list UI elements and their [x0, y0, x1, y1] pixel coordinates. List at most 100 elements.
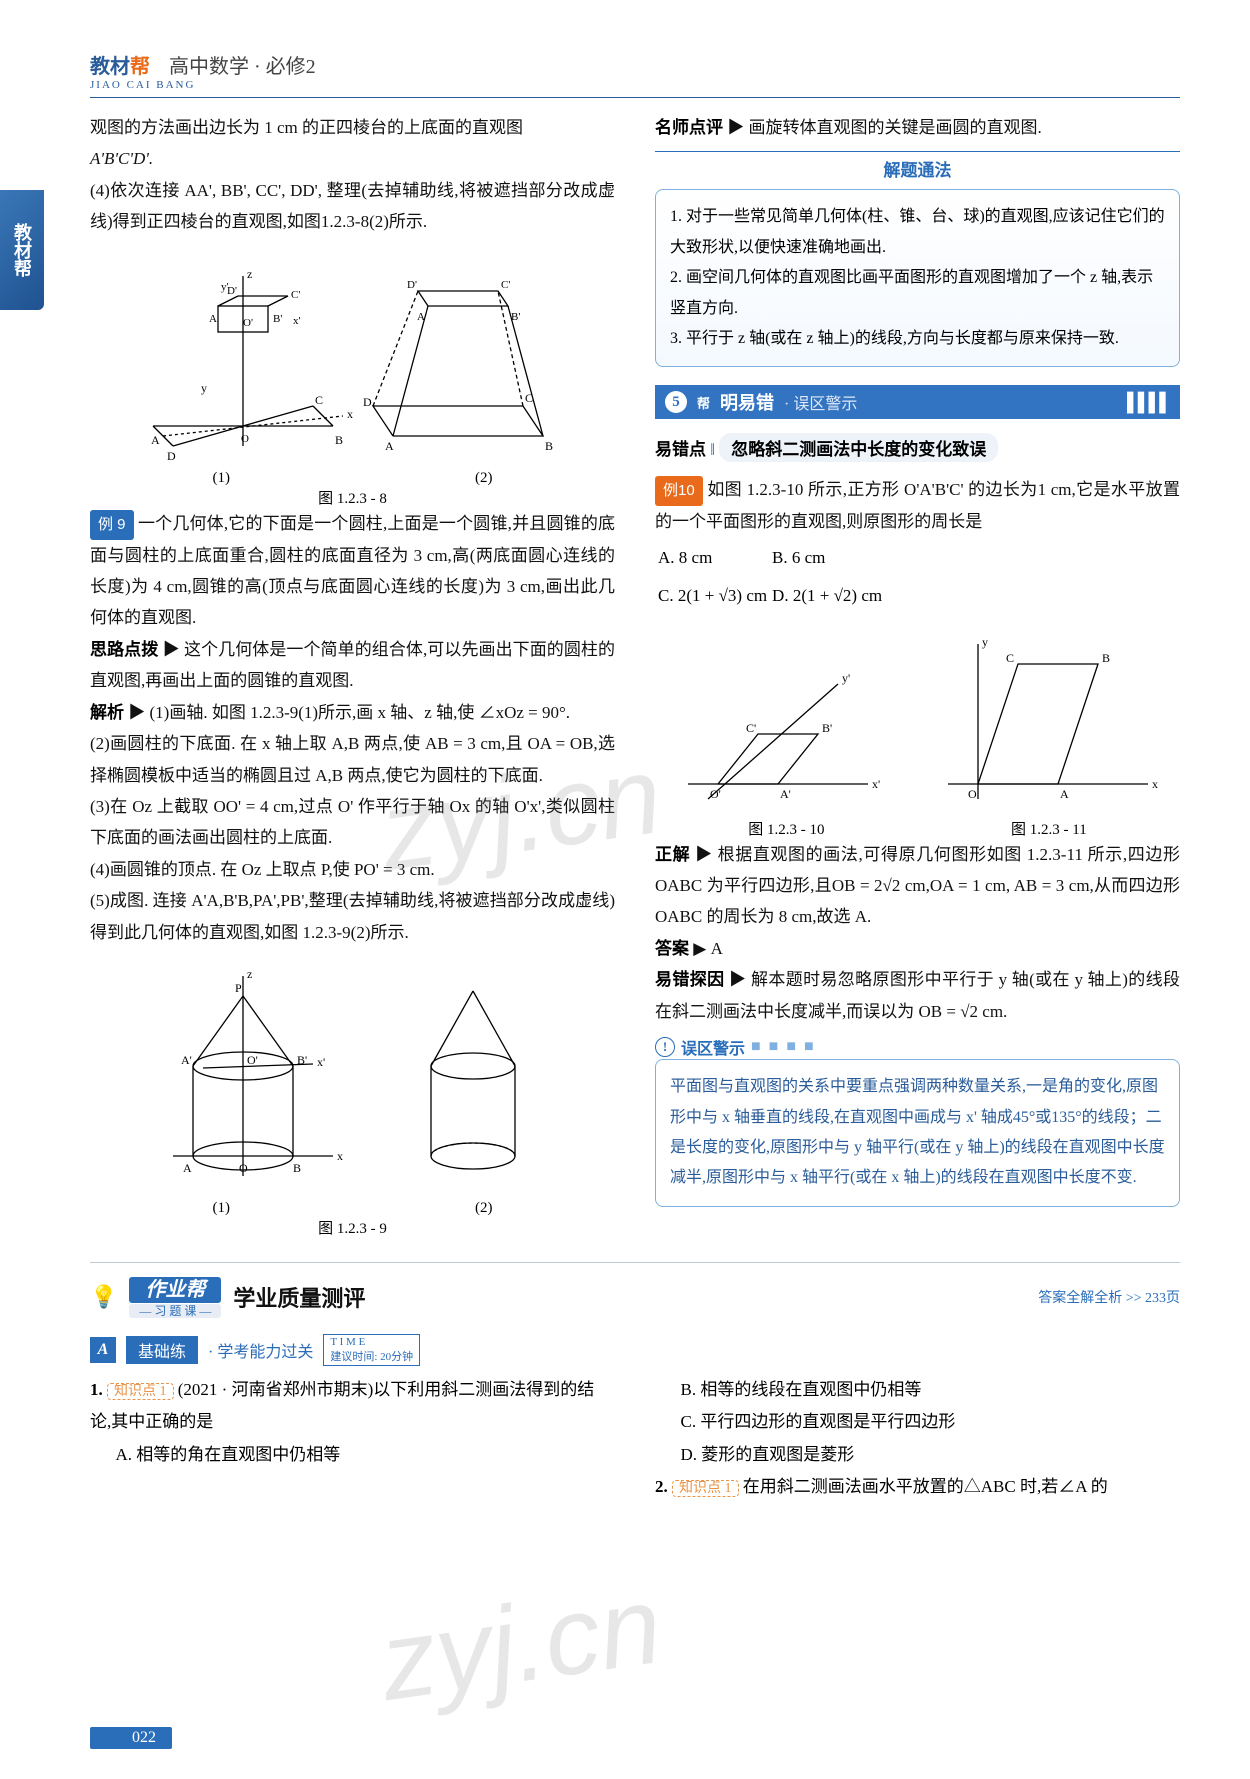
svg-text:y: y: [201, 381, 207, 395]
page-number: 022: [90, 1727, 172, 1749]
svg-text:B: B: [293, 1161, 301, 1175]
bulb-icon: 💡: [90, 1284, 117, 1310]
q1D: D. 菱形的直观图是菱形: [655, 1439, 1180, 1471]
yicuo-text: 忽略斜二测画法中长度的变化致误: [719, 433, 998, 462]
side-tab: 教材帮: [0, 190, 44, 310]
tips-box: 1. 对于一些常见简单几何体(柱、锥、台、球)的直观图,应该记住它们的大致形状,…: [655, 189, 1180, 367]
svg-text:C: C: [525, 391, 533, 405]
p1a: 观图的方法画出边长为 1 cm 的正四棱台的上底面的直观图: [90, 112, 615, 143]
svg-text:A: A: [385, 439, 394, 453]
yicuo-label: 易错点: [655, 440, 706, 459]
ty-label: 易错探因: [655, 970, 724, 989]
answer: 答案 ▶ A: [655, 933, 1180, 964]
zhengjie: 正解 ▶ 根据直观图的画法,可得原几何图形如图 1.2.3-11 所示,四边形 …: [655, 839, 1180, 933]
ans-body: ▶ A: [693, 939, 723, 958]
svg-text:z: z: [247, 967, 252, 981]
svg-text:C: C: [1006, 651, 1014, 665]
svg-text:C': C': [291, 289, 300, 301]
q1-know: 知识点 1: [107, 1383, 174, 1400]
p2: (4)依次连接 AA', BB', CC', DD', 整理(去掉辅助线,将被遮…: [90, 175, 615, 238]
silu-label: 思路点拨: [90, 640, 158, 659]
ans-label: 答案: [655, 939, 689, 958]
svg-text:C': C': [501, 279, 510, 291]
tanyin: 易错探因 ▶ 解本题时易忽略原图形中平行于 y 轴(或在 y 轴上)的线段在斜二…: [655, 964, 1180, 1027]
silu: 思路点拨 ▶ 这个几何体是一个简单的组合体,可以先画出下面的圆柱的直观图,再画出…: [90, 634, 615, 697]
ex10-body: 如图 1.2.3-10 所示,正方形 O'A'B'C' 的边长为1 cm,它是水…: [655, 480, 1180, 531]
jiexi2: (2)画圆柱的下底面. 在 x 轴上取 A,B 两点,使 AB = 3 cm,且…: [90, 728, 615, 791]
svg-text:B': B': [273, 313, 282, 325]
jcl-letter: A: [90, 1337, 116, 1363]
jcl-row: A 基础练 · 学考能力过关 T I M E 建议时间: 20分钟: [90, 1334, 1180, 1366]
svg-text:B: B: [1102, 651, 1110, 665]
zy-ans: 答案全解全析 >> 233页: [1038, 1287, 1180, 1307]
svg-text:O': O': [247, 1053, 258, 1067]
svg-text:y': y': [842, 671, 850, 685]
q1B: B. 相等的线段在直观图中仍相等: [655, 1374, 1180, 1406]
svg-text:x': x': [872, 777, 880, 791]
brand-part1: 教材: [90, 56, 130, 78]
ex9-body: 一个几何体,它的下面是一个圆柱,上面是一个圆锥,并且圆锥的底面与圆柱的上底面重合…: [90, 514, 615, 628]
zj-label: 正解: [655, 845, 690, 864]
fig1-sub1: (1): [213, 470, 231, 487]
method-title: 解题通法: [655, 151, 1180, 181]
left-column: 观图的方法画出边长为 1 cm 的正四棱台的上底面的直观图 A'B'C'D'. …: [90, 112, 615, 1238]
svg-text:O': O': [710, 787, 721, 801]
time-box: T I M E 建议时间: 20分钟: [323, 1334, 420, 1366]
svg-text:O': O': [243, 317, 253, 329]
svg-text:A: A: [151, 433, 160, 447]
divider: [90, 1262, 1180, 1263]
q2-body: 在用斜二测画法画水平放置的△ABC 时,若∠A 的: [743, 1477, 1108, 1496]
q2-know: 知识点 1: [672, 1480, 739, 1497]
q2-num: 2.: [655, 1477, 668, 1496]
svg-text:A': A': [417, 311, 427, 323]
q1: 1. 知识点 1 (2021 · 河南省郑州市期末)以下利用斜二测画法得到的结论…: [90, 1374, 615, 1439]
question-row: 1. 知识点 1 (2021 · 河南省郑州市期末)以下利用斜二测画法得到的结论…: [90, 1374, 1180, 1503]
fig3-cap2: 图 1.2.3 - 11: [1011, 818, 1087, 839]
brand-pinyin: JIAO CAI BANG: [90, 79, 1180, 91]
svg-text:D: D: [167, 449, 176, 463]
svg-text:y': y': [221, 281, 229, 293]
svg-text:B: B: [545, 439, 553, 453]
svg-text:D': D': [407, 279, 417, 291]
q1C: C. 平行四边形的直观图是平行四边形: [655, 1406, 1180, 1438]
jcl-tag: 基础练: [126, 1336, 198, 1364]
svg-text:C': C': [746, 721, 756, 735]
brand-part2: 帮: [130, 56, 150, 78]
warn-box: 平面图与直观图的关系中要重点强调两种数量关系,一是角的变化,原图形中与 x 轴垂…: [655, 1059, 1180, 1207]
svg-text:x: x: [337, 1149, 343, 1163]
figure-3: x' y' O' A' B' C' x y: [655, 624, 1180, 814]
options-table: A. 8 cm B. 6 cm C. 2(1 + √3) cm D. 2(1 +…: [655, 538, 885, 616]
msdp: 名师点评 ▶ 画旋转体直观图的关键是画圆的直观图.: [655, 112, 1180, 143]
opt-a: A. 8 cm: [657, 540, 769, 576]
q-left: 1. 知识点 1 (2021 · 河南省郑州市期末)以下利用斜二测画法得到的结论…: [90, 1374, 615, 1503]
silu-body: ▶ 这个几何体是一个简单的组合体,可以先画出下面的圆柱的直观图,再画出上面的圆锥…: [90, 640, 615, 690]
section5-bang: 帮: [697, 393, 710, 412]
q1A: A. 相等的角在直观图中仍相等: [90, 1439, 615, 1471]
jiexi-label: 解析: [90, 703, 124, 722]
jiexi: 解析 ▶ (1)画轴. 如图 1.2.3-9(1)所示,画 x 轴、z 轴,使 …: [90, 697, 615, 728]
svg-text:z: z: [247, 267, 252, 281]
svg-text:P: P: [235, 981, 242, 995]
stripes-icon: ▌▌▌▌: [1127, 392, 1170, 413]
svg-text:x: x: [1152, 777, 1158, 791]
right-column: 名师点评 ▶ 画旋转体直观图的关键是画圆的直观图. 解题通法 1. 对于一些常见…: [655, 112, 1180, 1238]
opt-d: D. 2(1 + √2) cm: [771, 578, 883, 614]
q2: 2. 知识点 1 在用斜二测画法画水平放置的△ABC 时,若∠A 的: [655, 1471, 1180, 1503]
page: 教材帮 高中数学 · 必修2 JIAO CAI BANG 教材帮 观图的方法画出…: [0, 0, 1250, 1779]
example9-tag: 例 9: [90, 510, 134, 540]
jiexi4: (4)画圆锥的顶点. 在 Oz 上取点 P,使 PO' = 3 cm.: [90, 854, 615, 885]
svg-text:x: x: [347, 407, 353, 421]
msdp-label: 名师点评: [655, 118, 723, 137]
svg-text:x': x': [317, 1055, 325, 1069]
opt-c: C. 2(1 + √3) cm: [657, 578, 769, 614]
svg-text:A': A': [780, 787, 791, 801]
section5-num: 5: [665, 391, 687, 413]
q1-num: 1.: [90, 1380, 103, 1399]
svg-text:O: O: [239, 1161, 248, 1175]
q-right: B. 相等的线段在直观图中仍相等 C. 平行四边形的直观图是平行四边形 D. 菱…: [655, 1374, 1180, 1503]
svg-text:A': A': [209, 313, 219, 325]
jiexi3: (3)在 Oz 上截取 OO' = 4 cm,过点 O' 作平行于轴 Ox 的轴…: [90, 791, 615, 854]
svg-text:A: A: [183, 1161, 192, 1175]
homework-bar: 💡 作业帮 — 习 题 课 — 学业质量测评 答案全解全析 >> 233页: [90, 1273, 1180, 1320]
svg-text:x': x': [293, 315, 301, 327]
